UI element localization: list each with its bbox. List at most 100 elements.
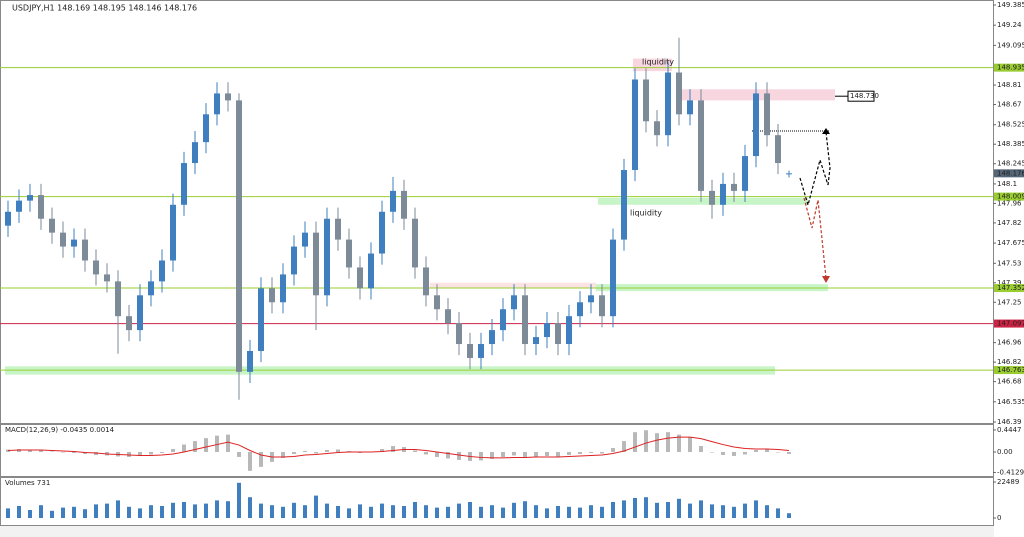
volume-bar	[149, 505, 153, 518]
volume-bar	[303, 505, 307, 518]
volume-bar	[457, 503, 461, 518]
volume-bar	[281, 506, 285, 518]
macd-bar	[578, 451, 582, 454]
y-tick-label: 148.81	[997, 81, 1022, 89]
macd-bar	[182, 444, 186, 452]
macd-bar	[391, 446, 395, 452]
macd-bar	[501, 451, 505, 457]
volume-bar	[39, 505, 43, 518]
y-tick-label: 149.24	[997, 21, 1022, 29]
current-price-label: 148.176	[997, 169, 1024, 177]
macd-bar	[61, 451, 65, 453]
candle-body	[731, 183, 737, 191]
candle-body	[445, 309, 451, 324]
volume-bar	[259, 503, 263, 518]
candle-body	[192, 142, 198, 164]
volume-bar	[138, 508, 142, 518]
candle-body	[588, 295, 594, 303]
candle-body	[38, 195, 44, 219]
macd-bar	[699, 446, 703, 452]
y-tick-label: 146.82	[997, 358, 1022, 366]
candle-body	[500, 309, 506, 331]
candle-body	[302, 232, 308, 247]
macd-bar	[600, 451, 604, 454]
macd-bar	[622, 441, 626, 452]
y-tick-label: 147.96	[997, 199, 1022, 207]
volume-bar	[424, 505, 428, 518]
volume-bar	[446, 506, 450, 518]
y-tick-label: 147.25	[997, 298, 1022, 306]
macd-bar	[457, 451, 461, 460]
y-tick-label: 149.385	[997, 1, 1024, 9]
macd-bar	[479, 451, 483, 461]
volume-bar	[50, 510, 54, 518]
volume-bar	[787, 513, 791, 518]
macd-bar	[666, 432, 670, 452]
y-tick-label: 0	[997, 514, 1001, 522]
volume-bar	[589, 505, 593, 518]
macd-bar	[765, 449, 769, 452]
macd-bar	[644, 430, 648, 452]
macd-bar	[743, 451, 747, 455]
macd-bar	[171, 449, 175, 452]
candle-body	[720, 183, 726, 205]
macd-bar	[490, 451, 494, 459]
candle-body	[698, 100, 704, 191]
arrow-head	[822, 276, 830, 283]
level-label: 146.763	[997, 366, 1024, 374]
volume-bar	[501, 507, 505, 518]
volume-bar	[732, 506, 736, 518]
candle-body	[148, 281, 154, 296]
volume-bar	[380, 503, 384, 518]
volume-bar	[369, 506, 373, 518]
macd-bar	[336, 449, 340, 452]
candle-body	[104, 274, 110, 282]
volume-bar	[567, 506, 571, 518]
panel-frames	[0, 0, 994, 526]
volume-bar	[94, 504, 98, 518]
volume-bar	[710, 504, 714, 518]
volume-bar	[468, 502, 472, 518]
macd-bar	[633, 432, 637, 452]
macd-bar	[710, 451, 714, 453]
candle-body	[533, 337, 539, 345]
macd-bar	[149, 451, 153, 455]
y-tick-label: 148.1	[997, 180, 1017, 188]
candle-body	[291, 246, 297, 275]
macd-bar	[160, 451, 164, 453]
candle-body	[346, 239, 352, 268]
volume-bar	[237, 482, 241, 518]
volume-bar	[61, 507, 65, 518]
down-projection	[803, 197, 827, 279]
macd-bar	[424, 451, 428, 455]
candle-body	[170, 204, 176, 261]
volume-bar	[677, 498, 681, 518]
candle-body	[247, 350, 253, 372]
volume-frame	[0, 477, 994, 526]
volume-bar	[776, 508, 780, 518]
volume-bar	[336, 506, 340, 518]
volume-bar	[633, 498, 637, 518]
macd-bar	[435, 451, 439, 457]
volume-title: Volumes 731	[5, 479, 50, 487]
candle-body	[214, 93, 220, 115]
candle-body	[390, 190, 396, 212]
candle-body	[709, 190, 715, 205]
macd-bar	[28, 449, 32, 452]
volume-bar	[83, 509, 87, 518]
y-tick-label: 146.535	[997, 398, 1024, 406]
volume-bar	[743, 503, 747, 518]
macd-bar	[776, 451, 780, 453]
volume-bar	[600, 506, 604, 518]
marker-box	[847, 90, 875, 102]
candle-body	[137, 295, 143, 331]
candle-body	[456, 323, 462, 345]
macd-bar	[6, 449, 10, 452]
level-tag	[994, 192, 1024, 201]
candle-body	[126, 316, 132, 331]
volume-bar	[226, 501, 230, 518]
y-tick-label: 0.00	[997, 448, 1013, 456]
volume-bar	[765, 505, 769, 518]
candle-body	[258, 288, 264, 351]
